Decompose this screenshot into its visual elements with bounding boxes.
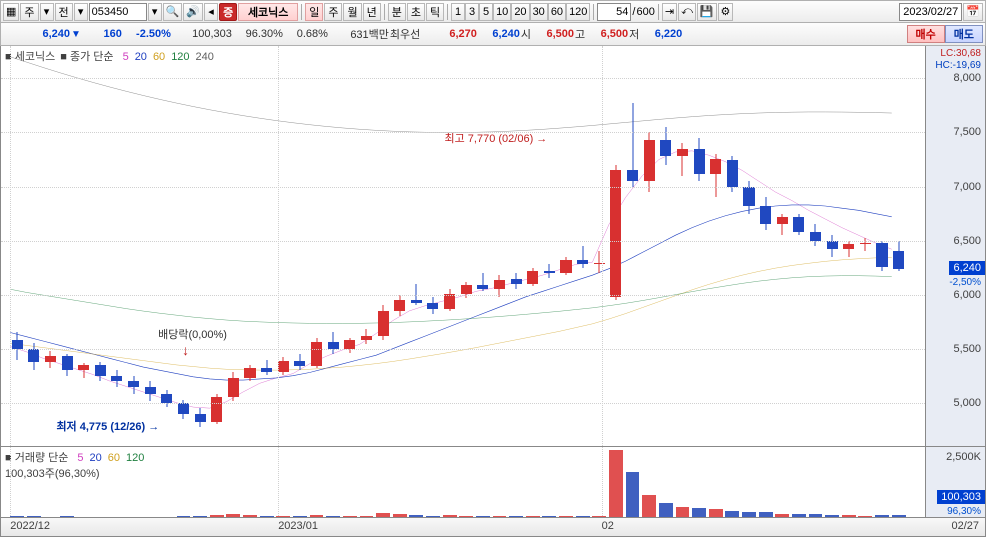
price-change: 160 <box>82 28 122 40</box>
tf-day[interactable]: 일 <box>305 3 323 21</box>
volume-pct: 96.30% <box>233 28 283 40</box>
toolbar-quote: 6,240 ▼ 160 -2.50% 100,303 96.30% 0.68% … <box>0 23 986 46</box>
amount: 631백만 <box>329 26 389 42</box>
dropdown-icon[interactable]: ▾ <box>148 3 162 21</box>
interval-3[interactable]: 3 <box>465 3 479 21</box>
interval-120[interactable]: 120 <box>566 3 590 21</box>
price-legend: ■ 세코닉스 ■ 종가 단순 52060120240 <box>5 48 218 64</box>
interval-10[interactable]: 10 <box>493 3 511 21</box>
buy-button[interactable]: 매수 <box>907 25 945 43</box>
dropdown-icon[interactable]: ▾ <box>74 3 88 21</box>
down-arrow-icon: ▼ <box>71 29 81 40</box>
hc-label: HC:-19,69 <box>935 60 981 71</box>
high-price: 6,500 <box>586 28 628 40</box>
interval-20[interactable]: 20 <box>511 3 529 21</box>
tf-tick[interactable]: 틱 <box>426 3 444 21</box>
tf-sec[interactable]: 초 <box>407 3 425 21</box>
open-label: 시 <box>521 26 531 42</box>
tf-year[interactable]: 년 <box>363 3 381 21</box>
count-sep: / <box>632 6 635 18</box>
turnover-pct: 0.68% <box>284 28 328 40</box>
vol-last-pct: 96,30% <box>943 506 985 517</box>
tf-week[interactable]: 주 <box>324 3 342 21</box>
dropdown-icon[interactable]: ▾ <box>40 3 54 21</box>
mode-all[interactable]: 전 <box>55 3 73 21</box>
vol-last-badge: 100,303 <box>937 490 985 504</box>
volume-panel[interactable]: ■ 거래량 단순 52060120 100,303주(96,30%) 2,500… <box>1 446 985 518</box>
open-price: 6,500 <box>532 28 574 40</box>
save-icon[interactable]: 💾 <box>697 3 717 21</box>
date-display[interactable]: 2023/02/27 <box>899 3 962 21</box>
prev-icon[interactable]: ◂ <box>204 3 218 21</box>
interval-60[interactable]: 60 <box>548 3 566 21</box>
low-label: 저 <box>629 26 639 42</box>
price-panel[interactable]: ■ 세코닉스 ■ 종가 단순 52060120240 최고 7,770 (02/… <box>1 46 985 446</box>
interval-buttons: 13510203060120 <box>451 3 590 21</box>
low-price: 6,220 <box>640 28 682 40</box>
interval-5[interactable]: 5 <box>479 3 493 21</box>
annot-low: 최저 4,775 (12/26) → <box>56 418 159 434</box>
stock-code-input[interactable] <box>89 3 147 21</box>
stock-type-badge: 증 <box>219 3 237 21</box>
price-yaxis: LC:30,68 HC:-19,69 5,0005,5006,0006,5007… <box>925 46 985 446</box>
priority-label: 최우선 <box>390 26 434 42</box>
chart-area: ■ 세코닉스 ■ 종가 단순 52060120240 최고 7,770 (02/… <box>0 46 986 537</box>
calendar-icon[interactable]: 📅 <box>963 3 983 21</box>
toolbar-top: ▦ 주 ▾ 전 ▾ ▾ 🔍 🔊 ◂ 증 세코닉스 일 주 월 년 분 초 틱 1… <box>0 0 986 23</box>
count-total: 600 <box>636 6 654 18</box>
vol-ytick: 2,500K <box>946 451 981 463</box>
volume: 100,303 <box>172 28 232 40</box>
bid-price: 6,270 <box>435 28 477 40</box>
mode-stock[interactable]: 주 <box>20 3 38 21</box>
stock-name[interactable]: 세코닉스 <box>238 3 298 21</box>
price-pct: -2.50% <box>123 28 171 40</box>
tf-month[interactable]: 월 <box>343 3 361 21</box>
tool-icon[interactable]: ⤺ <box>678 3 696 21</box>
last-price: 6,240 <box>22 28 70 40</box>
tf-min[interactable]: 분 <box>388 3 406 21</box>
volume-yaxis: 2,500K 100,303 96,30% <box>925 447 985 518</box>
ask-price: 6,240 <box>478 28 520 40</box>
interval-1[interactable]: 1 <box>451 3 465 21</box>
search-icon[interactable]: 🔍 <box>163 3 183 21</box>
bar-count-input[interactable] <box>597 3 631 21</box>
gear-icon[interactable]: ⚙ <box>718 3 734 21</box>
interval-30[interactable]: 30 <box>530 3 548 21</box>
high-label: 고 <box>575 26 585 42</box>
sound-icon[interactable]: 🔊 <box>183 3 203 21</box>
x-axis: 2022/122023/010202/27 <box>1 517 985 536</box>
sell-button[interactable]: 매도 <box>945 25 983 43</box>
tool-icon[interactable]: ⇥ <box>662 3 677 21</box>
chart-menu-icon[interactable]: ▦ <box>3 3 19 21</box>
volume-legend: ■ 거래량 단순 52060120 100,303주(96,30%) <box>5 449 148 481</box>
lc-label: LC:30,68 <box>940 48 981 59</box>
annot-dividend: 배당락(0,00%) ↓ <box>158 326 227 358</box>
